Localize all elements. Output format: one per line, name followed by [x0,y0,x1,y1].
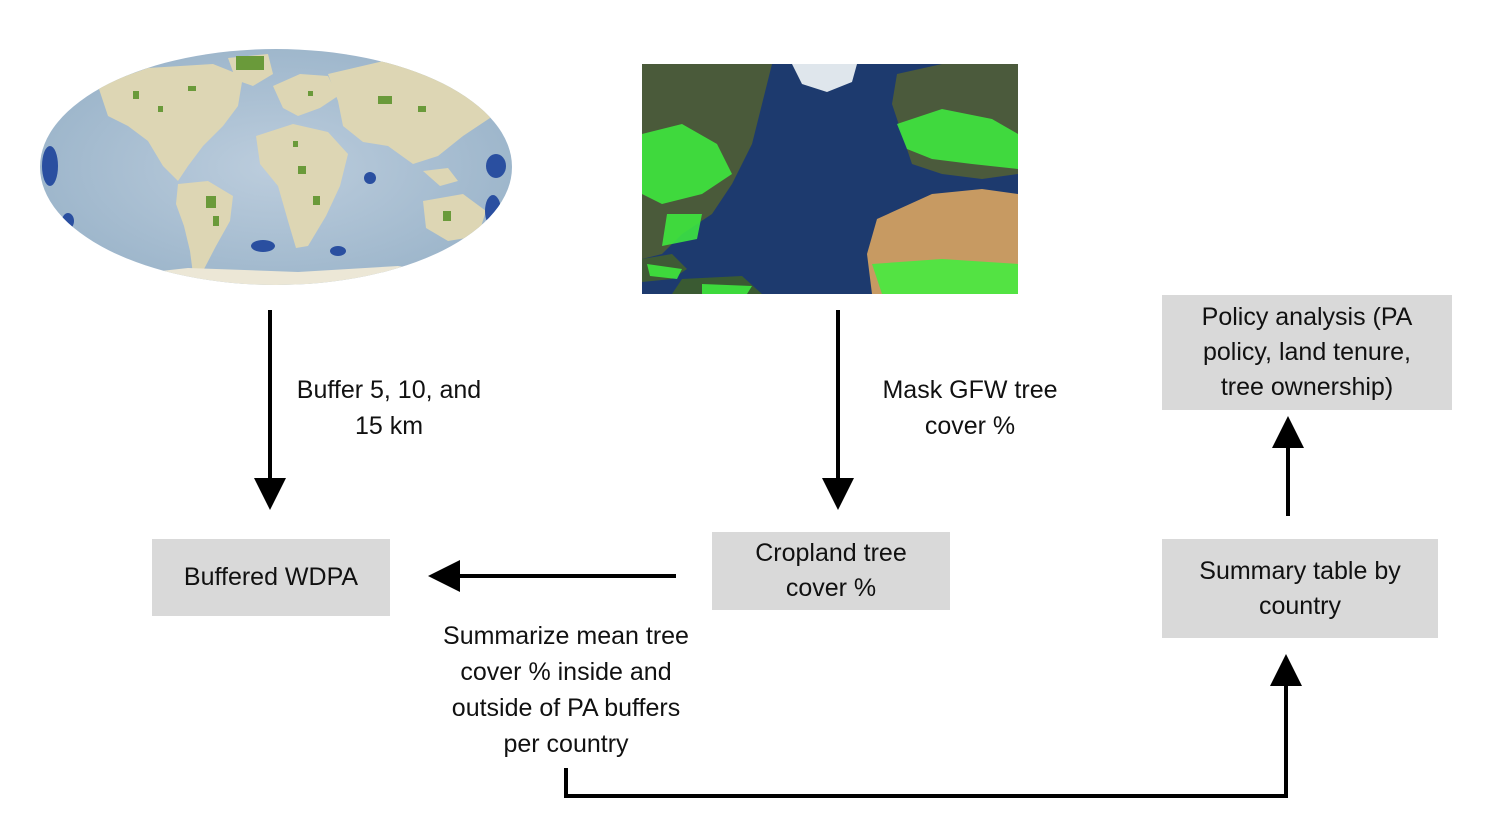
edge-label-mask-line1: Mask GFW tree [882,376,1058,404]
edge-label-buffer-line2: 15 km [354,412,424,440]
edge-label-summarize-line3: outside of PA buffers [451,694,681,722]
node-summary-line2: country [1259,591,1341,620]
node-cropland-line2: cover % [785,574,877,602]
gfw-tree-cover-satellite-icon [642,64,1018,294]
edge-label-mask-line2: cover % [924,412,1016,440]
node-summary-line1: Summary table by [1199,556,1401,585]
edge-label-summarize: Summarize mean tree cover % inside and o… [416,618,716,762]
edge-label-summarize-line1: Summarize mean tree [443,622,689,650]
edge-label-buffer: Buffer 5, 10, and 15 km [280,372,498,444]
node-policy-line2: policy, land tenure, [1203,338,1411,366]
node-cropland-line1: Cropland tree [755,539,907,567]
wdpa-world-map-icon [40,49,512,285]
edge-label-mask: Mask GFW tree cover % [860,372,1080,444]
gfw-satellite-image [642,64,1018,294]
edge-label-summarize-line2: cover % inside and [460,658,672,686]
edge-label-buffer-line1: Buffer 5, 10, and [296,376,482,404]
node-cropland-tree-cover: Cropland tree cover % [712,532,950,610]
arrow-to-summary [564,654,1302,798]
wdpa-world-map [38,46,514,288]
node-buffered-wdpa: Buffered WDPA [152,539,390,616]
node-policy-line1: Policy analysis (PA [1201,303,1413,331]
node-policy-analysis: Policy analysis (PA policy, land tenure,… [1162,295,1452,410]
node-summary-table: Summary table by country [1162,539,1438,638]
node-buffered-wdpa-label: Buffered WDPA [183,563,359,591]
edge-label-summarize-line4: per country [503,730,629,758]
node-policy-line3: tree ownership) [1220,373,1394,401]
